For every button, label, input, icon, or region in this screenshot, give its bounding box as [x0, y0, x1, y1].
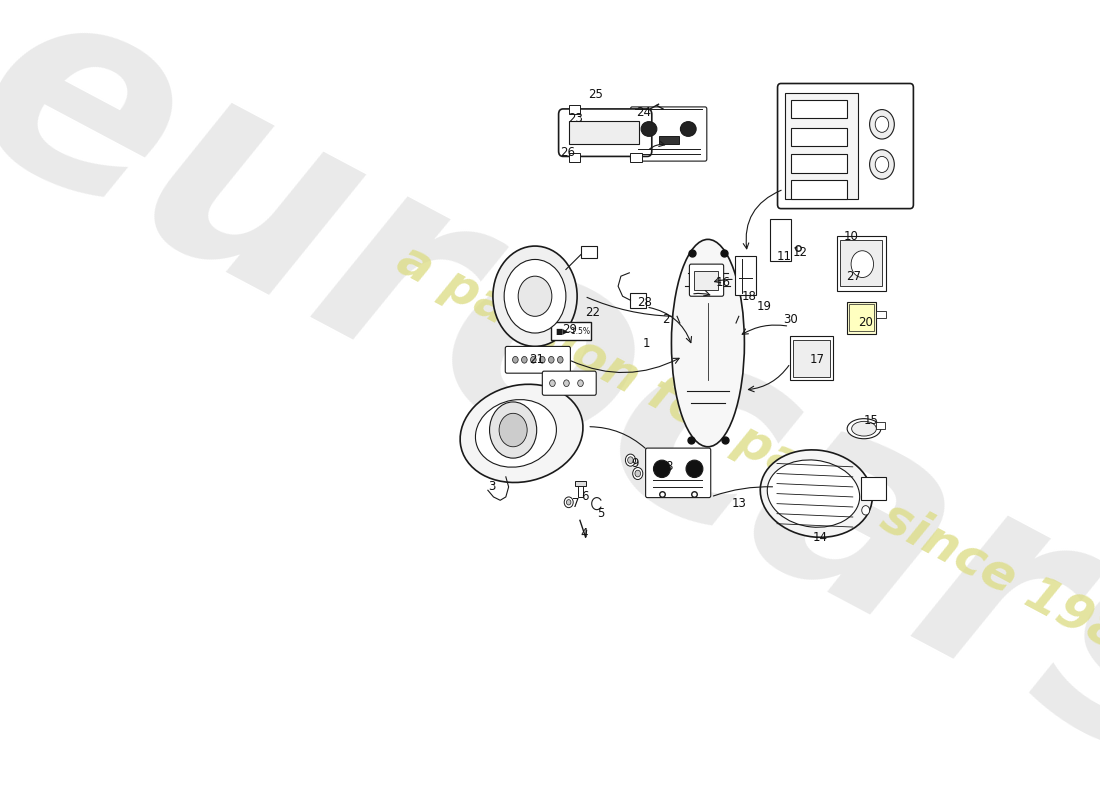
Text: 12: 12: [793, 246, 808, 259]
Text: 24: 24: [636, 106, 651, 118]
FancyBboxPatch shape: [505, 346, 571, 373]
Bar: [735, 256, 756, 295]
Text: 6: 6: [581, 490, 589, 503]
Bar: [861, 477, 887, 500]
Circle shape: [530, 357, 536, 363]
Ellipse shape: [851, 422, 877, 436]
Text: 22: 22: [585, 306, 601, 319]
FancyBboxPatch shape: [542, 371, 596, 395]
Text: 7: 7: [572, 497, 580, 510]
Text: a passion for parts since 1985: a passion for parts since 1985: [388, 236, 1100, 678]
Circle shape: [563, 380, 570, 386]
Bar: [569, 121, 639, 144]
Bar: [847, 302, 877, 334]
Bar: [770, 219, 791, 261]
Ellipse shape: [847, 418, 881, 438]
Bar: [791, 180, 847, 198]
Bar: [849, 304, 875, 331]
Bar: [791, 336, 833, 380]
Bar: [877, 311, 887, 318]
Text: 5: 5: [597, 507, 605, 520]
Bar: [877, 422, 884, 429]
Circle shape: [521, 357, 527, 363]
Bar: [575, 481, 585, 486]
Circle shape: [870, 110, 894, 139]
Ellipse shape: [653, 460, 670, 478]
Text: 16: 16: [716, 276, 730, 290]
Bar: [630, 153, 641, 162]
Ellipse shape: [768, 460, 860, 527]
Bar: [791, 128, 847, 146]
FancyBboxPatch shape: [551, 322, 591, 340]
Ellipse shape: [475, 399, 557, 467]
Text: 9: 9: [631, 457, 639, 470]
Text: 14: 14: [813, 530, 827, 543]
Circle shape: [564, 497, 573, 508]
Bar: [791, 99, 847, 118]
Circle shape: [550, 380, 556, 386]
Text: 15: 15: [864, 414, 878, 426]
Bar: [659, 136, 679, 144]
Text: 21: 21: [529, 354, 544, 366]
Text: 19: 19: [757, 300, 771, 313]
FancyBboxPatch shape: [690, 264, 724, 296]
FancyBboxPatch shape: [630, 107, 707, 161]
Circle shape: [539, 357, 546, 363]
Ellipse shape: [671, 239, 745, 446]
Bar: [569, 153, 580, 162]
Circle shape: [861, 506, 870, 515]
Circle shape: [566, 500, 571, 505]
Circle shape: [876, 116, 889, 132]
Text: 29: 29: [562, 323, 576, 336]
Text: 8: 8: [664, 460, 672, 474]
Text: 20: 20: [858, 317, 872, 330]
Bar: [837, 236, 887, 291]
Text: 1: 1: [642, 337, 650, 350]
Circle shape: [513, 357, 518, 363]
Text: 25: 25: [588, 88, 603, 101]
Ellipse shape: [681, 122, 696, 136]
Circle shape: [558, 357, 563, 363]
Circle shape: [578, 380, 583, 386]
Circle shape: [870, 150, 894, 179]
Text: 28: 28: [638, 297, 652, 310]
Text: 26: 26: [560, 146, 575, 159]
Ellipse shape: [760, 450, 872, 538]
Bar: [785, 93, 858, 199]
Ellipse shape: [641, 122, 657, 136]
Text: 17: 17: [810, 354, 825, 366]
Circle shape: [628, 457, 634, 463]
Bar: [578, 485, 583, 497]
Text: 11: 11: [777, 250, 792, 262]
Circle shape: [493, 246, 578, 346]
Text: 3: 3: [488, 481, 495, 494]
Ellipse shape: [686, 460, 703, 478]
Ellipse shape: [460, 384, 583, 482]
Bar: [791, 154, 847, 173]
Circle shape: [518, 276, 552, 316]
Circle shape: [490, 402, 537, 458]
Text: 27: 27: [846, 270, 861, 282]
Bar: [793, 340, 829, 377]
Circle shape: [504, 259, 565, 333]
Text: 2: 2: [662, 313, 670, 326]
Text: 4: 4: [581, 527, 589, 540]
Text: 10: 10: [844, 230, 858, 242]
Text: 23: 23: [569, 113, 583, 126]
FancyBboxPatch shape: [559, 109, 652, 157]
Text: 18: 18: [741, 290, 757, 302]
FancyBboxPatch shape: [646, 448, 711, 498]
Bar: [840, 240, 882, 286]
FancyBboxPatch shape: [778, 83, 913, 209]
Circle shape: [626, 454, 636, 466]
Text: 30: 30: [783, 313, 799, 326]
Bar: [694, 271, 718, 290]
Bar: [569, 105, 580, 114]
Bar: [581, 246, 597, 258]
Circle shape: [851, 250, 873, 278]
Text: ■▶-1.5%: ■▶-1.5%: [556, 326, 591, 335]
Circle shape: [876, 157, 889, 173]
Circle shape: [549, 357, 554, 363]
Circle shape: [499, 414, 527, 446]
